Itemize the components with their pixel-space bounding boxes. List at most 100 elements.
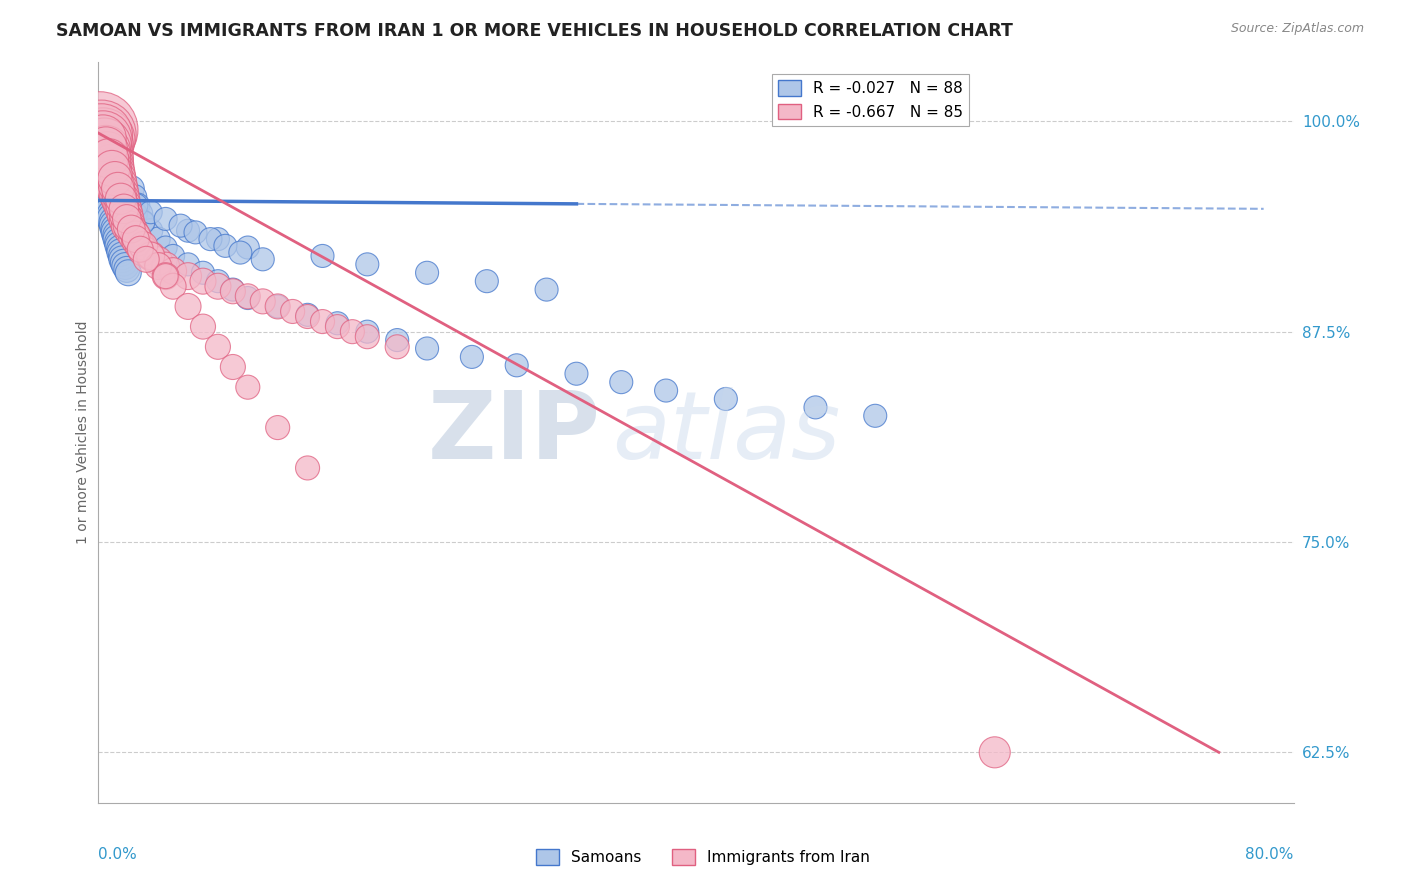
Point	[90, 128, 112, 142]
Point	[267, 300, 290, 314]
Point	[115, 211, 138, 226]
Point	[105, 185, 128, 199]
Point	[101, 205, 124, 219]
Point	[610, 375, 633, 389]
Point	[475, 274, 498, 288]
Point	[191, 319, 214, 334]
Point	[236, 291, 259, 305]
Point	[139, 249, 162, 263]
Point	[90, 139, 112, 153]
Point	[252, 252, 274, 267]
Point	[356, 329, 378, 343]
Point	[714, 392, 737, 406]
Point	[326, 316, 349, 330]
Point	[139, 205, 162, 219]
Point	[129, 242, 152, 256]
Point	[114, 209, 136, 223]
Point	[101, 161, 124, 176]
Point	[104, 171, 127, 186]
Point	[177, 300, 200, 314]
Point	[114, 192, 136, 206]
Point	[169, 219, 191, 233]
Point	[101, 163, 124, 178]
Point	[127, 234, 149, 248]
Point	[229, 245, 252, 260]
Point	[132, 239, 155, 253]
Point	[112, 202, 135, 216]
Point	[177, 269, 200, 284]
Point	[94, 173, 117, 187]
Point	[162, 249, 184, 263]
Point	[125, 207, 148, 221]
Point	[207, 279, 229, 293]
Point	[90, 128, 112, 142]
Point	[252, 294, 274, 309]
Point	[93, 137, 115, 152]
Point	[97, 153, 120, 167]
Point	[114, 209, 136, 223]
Text: atlas: atlas	[613, 387, 841, 478]
Point	[120, 181, 142, 195]
Point	[222, 283, 245, 297]
Point	[108, 188, 131, 202]
Point	[98, 178, 122, 193]
Text: SAMOAN VS IMMIGRANTS FROM IRAN 1 OR MORE VEHICLES IN HOUSEHOLD CORRELATION CHART: SAMOAN VS IMMIGRANTS FROM IRAN 1 OR MORE…	[56, 22, 1014, 40]
Point	[117, 198, 139, 212]
Point	[98, 195, 122, 210]
Point	[98, 158, 122, 172]
Point	[132, 244, 155, 258]
Point	[111, 198, 134, 212]
Point	[416, 266, 439, 280]
Point	[200, 232, 222, 246]
Point	[461, 350, 484, 364]
Point	[222, 359, 245, 374]
Point	[267, 420, 290, 434]
Y-axis label: 1 or more Vehicles in Household: 1 or more Vehicles in Household	[76, 321, 90, 544]
Point	[96, 148, 118, 162]
Point	[96, 181, 118, 195]
Point	[311, 314, 333, 328]
Point	[110, 192, 132, 206]
Point	[129, 239, 152, 253]
Point	[97, 152, 120, 166]
Point	[162, 279, 184, 293]
Point	[177, 224, 200, 238]
Point	[155, 211, 177, 226]
Point	[89, 122, 111, 136]
Point	[132, 215, 155, 229]
Point	[98, 198, 122, 212]
Legend: Samoans, Immigrants from Iran: Samoans, Immigrants from Iran	[530, 843, 876, 871]
Point	[191, 274, 214, 288]
Point	[108, 239, 131, 253]
Point	[214, 239, 236, 253]
Point	[222, 285, 245, 299]
Point	[107, 228, 129, 243]
Point	[105, 222, 128, 236]
Point	[104, 173, 127, 187]
Point	[91, 133, 114, 147]
Point	[97, 153, 120, 167]
Point	[120, 224, 142, 238]
Text: Source: ZipAtlas.com: Source: ZipAtlas.com	[1230, 22, 1364, 36]
Point	[297, 461, 319, 475]
Point	[177, 257, 200, 271]
Point	[506, 359, 529, 373]
Point	[236, 289, 259, 303]
Point	[117, 219, 139, 233]
Point	[356, 257, 378, 271]
Point	[207, 274, 229, 288]
Point	[91, 156, 114, 170]
Point	[416, 342, 439, 356]
Point	[132, 215, 155, 229]
Point	[155, 259, 177, 273]
Point	[129, 207, 152, 221]
Point	[311, 249, 333, 263]
Point	[385, 333, 409, 347]
Point	[804, 401, 827, 415]
Point	[125, 228, 148, 243]
Point	[91, 133, 114, 147]
Point	[207, 340, 229, 354]
Point	[117, 219, 139, 233]
Point	[107, 232, 129, 246]
Point	[120, 222, 142, 236]
